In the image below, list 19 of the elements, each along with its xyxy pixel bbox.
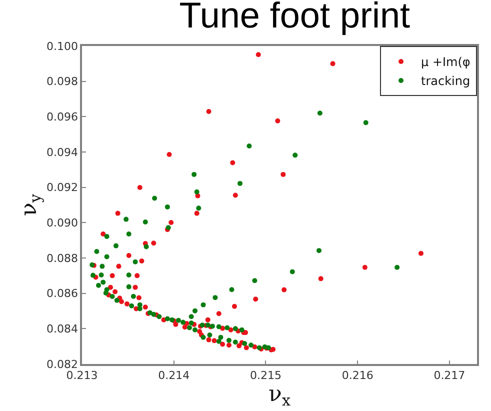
y-tick-label: 0.088 bbox=[46, 252, 78, 265]
y-tick-label: 0.100 bbox=[46, 40, 78, 53]
y-tick-label: 0.082 bbox=[46, 358, 78, 371]
x-tick-label: 0.213 bbox=[66, 368, 98, 382]
y-tick-label: 0.092 bbox=[46, 181, 78, 194]
x-axis-title: ν$_{x}$ bbox=[268, 382, 291, 410]
y-tick-label: 0.094 bbox=[46, 146, 78, 159]
x-tick-label: 0.217 bbox=[434, 368, 466, 382]
x-tick-label: 0.216 bbox=[342, 368, 374, 382]
y-tick-label: 0.084 bbox=[46, 322, 78, 336]
y-tick-label: 0.086 bbox=[46, 287, 78, 300]
legend-label: tracking bbox=[421, 74, 470, 88]
legend-label: μ +Im(φ bbox=[421, 55, 470, 70]
chart-title: Tune foot print bbox=[179, 0, 410, 36]
y-tick-label: 0.096 bbox=[46, 110, 78, 124]
y-tick-label: 0.098 bbox=[46, 75, 78, 88]
x-tick-label: 0.215 bbox=[250, 368, 282, 382]
y-tick-label: 0.090 bbox=[46, 216, 78, 230]
x-tick-label: 0.214 bbox=[158, 368, 190, 382]
